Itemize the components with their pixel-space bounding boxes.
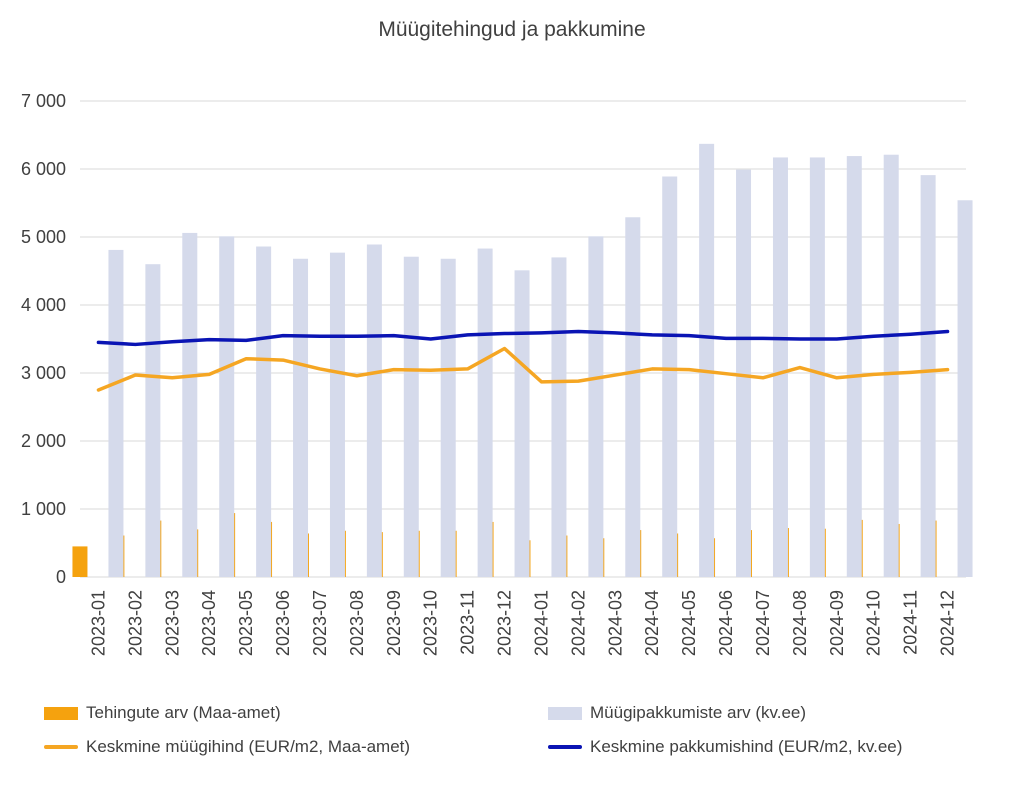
x-tick-label: 2024-02: [568, 590, 588, 656]
x-tick-label: 2023-08: [347, 590, 367, 656]
bar-offers: [182, 232, 198, 578]
x-tick-label: 2024-04: [642, 590, 662, 656]
bar-transactions: [72, 546, 88, 577]
x-tick-label: 2023-02: [125, 590, 145, 656]
bar-offers: [440, 258, 456, 577]
legend-swatch-transactions: [44, 706, 78, 720]
bar-offers: [514, 270, 530, 577]
bar-offers: [403, 256, 419, 577]
bar-offers: [366, 244, 382, 578]
y-tick-label: 3 000: [21, 363, 66, 383]
x-tick-label: 2023-10: [421, 590, 441, 656]
bar-offers: [588, 236, 604, 577]
legend-label-avg-sale-price: Keskmine müügihind (EUR/m2, Maa-amet): [86, 737, 411, 756]
x-tick-label: 2023-12: [495, 590, 515, 656]
legend-swatch-avg-sale-price: [44, 745, 78, 749]
legend-swatch-avg-offer-price: [548, 745, 582, 749]
x-tick-label: 2023-03: [162, 590, 182, 656]
y-tick-label: 2 000: [21, 431, 66, 451]
y-tick-label: 6 000: [21, 159, 66, 179]
bar-offers: [477, 248, 493, 577]
y-tick-label: 0: [56, 567, 66, 587]
legend-swatch-offers: [548, 706, 582, 720]
x-tick-label: 2024-05: [679, 590, 699, 656]
y-tick-label: 4 000: [21, 295, 66, 315]
y-tick-label: 5 000: [21, 227, 66, 247]
chart-title: Müügitehingud ja pakkumine: [378, 18, 646, 41]
x-tick-label: 2023-07: [310, 590, 330, 656]
x-axis-tick-labels: 2023-01 2023-02 2023-03 2023-04 2023-05 2023-…: [88, 590, 957, 656]
x-tick-label: 2024-11: [901, 590, 921, 655]
bar-offers: [551, 257, 567, 577]
x-tick-label: 2024-12: [938, 590, 958, 656]
x-tick-label: 2023-05: [236, 590, 256, 656]
x-tick-label: 2024-06: [716, 590, 736, 656]
line-avg-offer-price: [96, 329, 950, 347]
legend-label-avg-offer-price: Keskmine pakkumishind (EUR/m2, kv.ee): [590, 737, 903, 756]
line-avg-sale-price: [96, 346, 950, 392]
legend-label-offers: Müügipakkumiste arv (kv.ee): [590, 703, 807, 722]
bar-offers: [957, 200, 973, 577]
x-tick-label: 2023-06: [273, 590, 293, 656]
y-tick-label: 1 000: [21, 499, 66, 519]
bar-offers: [772, 157, 788, 577]
bar-offers: [329, 252, 345, 577]
x-tick-label: 2024-10: [864, 590, 884, 656]
x-tick-label: 2024-07: [753, 590, 773, 656]
legend-item-transactions: Tehingute arv (Maa-amet): [44, 703, 281, 723]
x-tick-label: 2023-11: [458, 590, 478, 655]
x-tick-label: 2024-01: [531, 590, 551, 656]
x-tick-label: 2023-09: [384, 590, 404, 656]
legend-item-avg-offer-price: Keskmine pakkumishind (EUR/m2, kv.ee): [548, 737, 902, 757]
legend-label-transactions: Tehingute arv (Maa-amet): [86, 703, 281, 722]
bar-offers: [293, 258, 309, 577]
x-tick-label: 2023-01: [88, 590, 108, 656]
bar-offers: [625, 217, 641, 577]
legend-item-avg-sale-price: Keskmine müügihind (EUR/m2, Maa-amet): [44, 737, 410, 757]
legend-item-offers: Müügipakkumiste arv (kv.ee): [548, 703, 806, 723]
x-tick-label: 2023-04: [199, 590, 219, 656]
lines: [96, 329, 950, 392]
bar-offers: [920, 175, 936, 577]
x-tick-label: 2024-09: [827, 590, 847, 656]
y-axis-tick-labels: 0 1 000 2 000 3 000 4 000 5 000 6 000 7 000: [21, 91, 66, 587]
bar-offers: [883, 154, 899, 577]
bar-offers: [809, 157, 825, 577]
x-tick-label: 2024-08: [790, 590, 810, 656]
bar-offers: [108, 249, 124, 578]
bar-offers: [699, 143, 715, 577]
y-tick-label: 7 000: [21, 91, 66, 111]
bar-offers: [145, 264, 161, 577]
x-tick-label: 2024-03: [605, 590, 625, 656]
bar-offers: [736, 169, 752, 577]
bars: [72, 143, 973, 578]
bar-offers: [219, 236, 235, 577]
bar-offers: [662, 176, 678, 578]
bar-offers: [256, 246, 272, 577]
bar-offers: [846, 156, 862, 577]
